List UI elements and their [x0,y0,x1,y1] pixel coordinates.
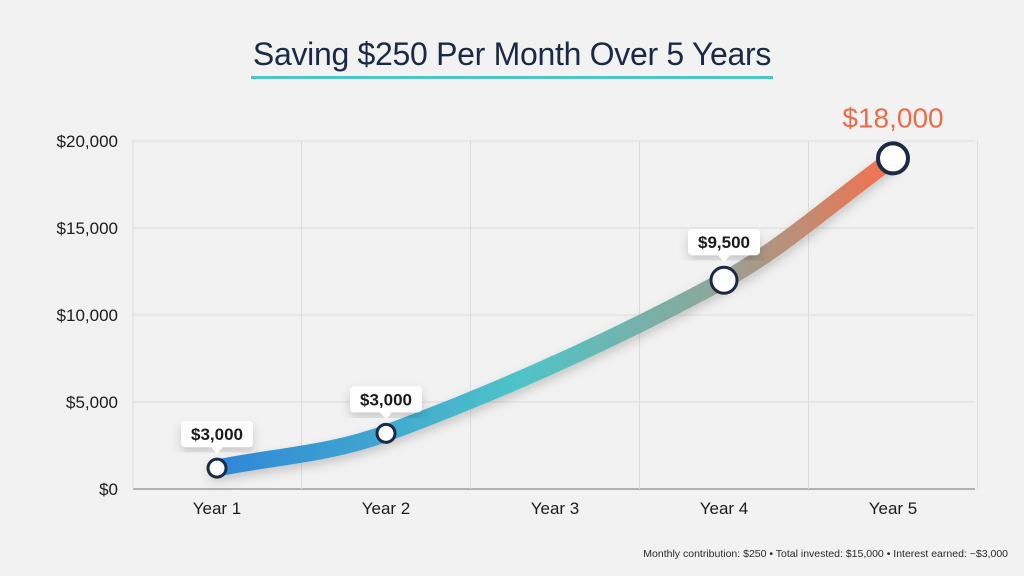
data-label-callout: $9,500 [688,229,760,263]
data-point-marker [709,265,739,295]
data-label: $3,000 [191,425,243,444]
callout-box [688,229,760,256]
data-label-final: $18,000 [842,102,943,133]
callout-pointer [718,255,730,263]
data-label: $9,500 [698,233,750,252]
data-label-callout: $3,000 [350,386,422,420]
x-tick-label: Year 4 [700,499,749,518]
callout-pointer [380,412,392,420]
data-labels: $3,000 $3,000 $9,500 $18,000 [181,102,944,455]
grid-lines [132,140,978,490]
x-tick-label: Year 1 [193,499,242,518]
y-tick-label: $10,000 [57,306,118,325]
y-tick-label: $15,000 [57,219,118,238]
chart-title: Saving $250 Per Month Over 5 Years [0,36,1024,79]
data-label-callout: $3,000 [181,421,253,455]
y-tick-label: $20,000 [57,132,118,151]
data-markers [206,141,910,479]
data-label: $3,000 [360,390,412,409]
footnote: Monthly contribution: $250 • Total inves… [643,548,1008,560]
y-tick-label: $5,000 [66,393,118,412]
data-point-marker [375,422,397,444]
callout-pointer [211,447,223,455]
x-tick-label: Year 5 [869,499,918,518]
x-tick-label: Year 2 [362,499,411,518]
series-line [208,149,902,477]
callout-box [181,421,253,448]
x-axis-ticks: Year 1 Year 2 Year 3 Year 4 Year 5 [193,499,918,518]
y-axis-ticks: $0 $5,000 $10,000 $15,000 $20,000 [57,132,118,499]
x-tick-label: Year 3 [531,499,580,518]
data-point-marker [206,457,228,479]
y-tick-label: $0 [99,480,118,499]
callout-box [350,386,422,413]
data-point-marker [876,141,910,176]
